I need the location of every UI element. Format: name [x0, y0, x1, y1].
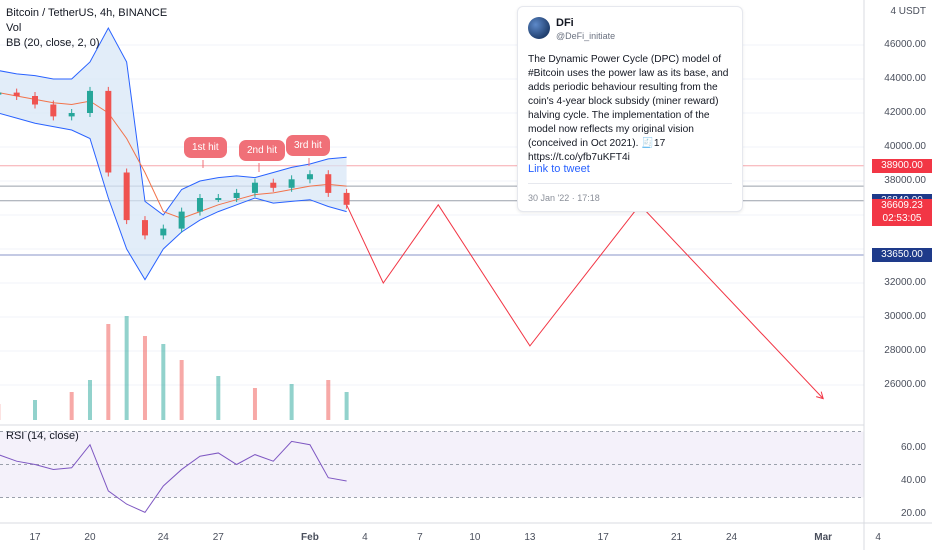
price-axis-label: 28000.00 — [884, 345, 926, 356]
price-candle — [251, 182, 258, 193]
tweet-date: 30 Jan '22 · 17:18 — [528, 193, 600, 203]
rsi-pane — [0, 431, 864, 513]
price-candle — [325, 174, 332, 193]
volume-bar — [106, 324, 111, 420]
bollinger-upper — [0, 26, 347, 216]
volume-bar — [69, 392, 74, 420]
price-axis-label: 26000.00 — [884, 379, 926, 390]
volume-bar — [216, 376, 221, 420]
price-axis-label: 32000.00 — [884, 277, 926, 288]
time-axis-tick: Feb — [301, 532, 319, 543]
price-candle — [270, 182, 277, 188]
volume-bar — [142, 336, 147, 420]
tweet-author-name: DFi — [556, 17, 574, 29]
volume-bars — [0, 316, 349, 420]
price-axis-currency: 4 USDT — [890, 6, 926, 17]
time-axis-tick: 7 — [417, 532, 423, 543]
time-axis-tick: 4 — [875, 532, 881, 543]
bollinger-basis — [0, 92, 347, 219]
price-candle — [288, 179, 295, 188]
avatar — [528, 17, 550, 39]
bollinger-fill — [0, 28, 347, 280]
time-axis-tick: 13 — [524, 532, 536, 543]
volume-bar — [326, 380, 331, 420]
volume-bar — [33, 400, 37, 420]
chart-legend: Bitcoin / TetherUS, 4h, BINANCE Vol BB (… — [6, 6, 167, 51]
price-axis-label: 40000.00 — [884, 141, 926, 152]
price-axis-label: 30000.00 — [884, 311, 926, 322]
price-axis-label: 46000.00 — [884, 39, 926, 50]
projection-zigzag — [346, 203, 824, 399]
price-candle — [86, 90, 93, 113]
volume-bar — [161, 344, 166, 420]
bollinger-bands — [0, 26, 347, 281]
tweet-text: The Dynamic Power Cycle (DPC) model of #… — [528, 54, 729, 163]
time-axis-tick: 4 — [362, 532, 368, 543]
price-candle — [50, 104, 57, 117]
rsi-axis-label: 20.00 — [900, 508, 926, 519]
price-candle — [0, 92, 2, 95]
price-tag: 36609.23 — [872, 198, 932, 213]
tweet-author-handle: @DeFi_initiate — [556, 31, 616, 41]
volume-bar — [124, 316, 129, 420]
rsi-axis-label: 40.00 — [900, 475, 926, 486]
time-axis-tick: 10 — [469, 532, 481, 543]
projection-line — [346, 203, 824, 400]
price-candle — [178, 211, 185, 229]
volume-bar — [289, 384, 294, 420]
time-axis-tick: 17 — [29, 532, 41, 543]
price-candle — [141, 220, 148, 236]
symbol-title[interactable]: Bitcoin / TetherUS, 4h, BINANCE — [6, 7, 168, 19]
hit-annotations-pointers — [202, 158, 310, 172]
time-axis-tick: 17 — [597, 532, 609, 543]
time-axis-tick: 21 — [670, 532, 683, 543]
volume-legend[interactable]: Vol — [6, 22, 22, 34]
time-axis-tick: 24 — [725, 532, 738, 543]
price-candle — [123, 172, 130, 221]
price-candle — [215, 198, 222, 200]
price-candle — [160, 228, 167, 236]
bollinger-legend[interactable]: BB (20, close, 2, 0) — [6, 37, 100, 49]
projection-arrowhead — [816, 391, 824, 400]
tweet-link[interactable]: Link to tweet — [528, 163, 590, 175]
price-candle — [13, 92, 20, 96]
price-axis-label: 38000.00 — [884, 175, 926, 186]
volume-bar — [252, 388, 257, 420]
rsi-axis-label: 60.00 — [900, 442, 926, 453]
price-candle — [343, 192, 350, 205]
volume-bar — [87, 380, 92, 420]
annotation-3rd-hit[interactable]: 3rd hit — [286, 135, 330, 156]
volume-bar — [179, 360, 184, 420]
price-axis-label: 42000.00 — [884, 107, 926, 118]
price-tag: 38900.00 — [872, 158, 932, 173]
price-candles — [0, 86, 350, 240]
price-candle — [68, 113, 75, 117]
price-candle — [32, 96, 38, 105]
bollinger-lower — [0, 112, 347, 281]
time-axis-tick: 20 — [84, 532, 96, 543]
time-axis-tick: 27 — [212, 532, 224, 543]
price-candle — [306, 174, 313, 180]
tweet-divider — [528, 183, 732, 184]
price-tag: 33650.00 — [872, 247, 932, 262]
time-axis-tick: Mar — [814, 532, 833, 543]
rsi-legend[interactable]: RSI (14, close) — [6, 430, 79, 442]
price-tag: 02:53:05 — [872, 211, 932, 226]
price-candle — [233, 192, 240, 198]
rsi-line — [0, 440, 347, 513]
time-axis-tick: 24 — [157, 532, 169, 543]
volume-bar — [344, 392, 349, 420]
annotation-2nd-hit[interactable]: 2nd hit — [239, 140, 286, 161]
tweet-card[interactable]: DFi @DeFi_initiate The Dynamic Power Cyc… — [517, 6, 743, 212]
annotation-1st-hit[interactable]: 1st hit — [184, 137, 227, 158]
price-candle — [105, 90, 112, 173]
price-candle — [196, 198, 203, 212]
price-axis-label: 44000.00 — [884, 73, 926, 84]
